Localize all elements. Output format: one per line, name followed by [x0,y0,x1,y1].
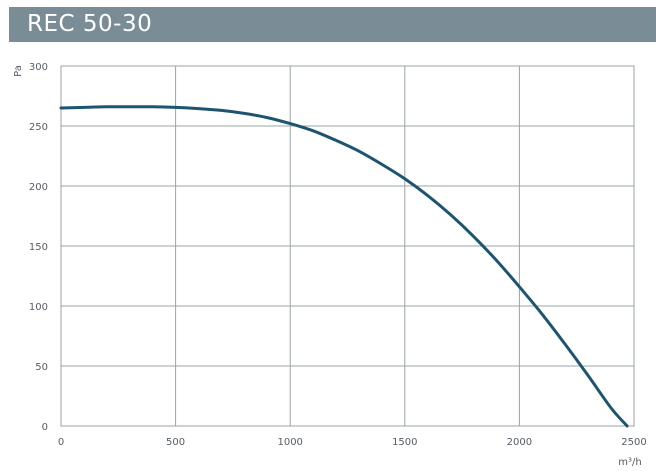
x-axis-label: m³/h [618,457,641,468]
x-tick-label: 2500 [621,437,646,448]
x-tick-label: 1000 [277,437,302,448]
chart-series [59,105,629,428]
y-tick-label: 50 [35,362,48,373]
title-bar: REC 50-30 [9,7,656,42]
x-tick-labels: 0 500 1000 1500 2000 2500 [58,437,647,448]
fan-curve-line [59,105,629,428]
y-tick-label: 100 [29,302,48,313]
y-axis-label: Pa [13,65,24,77]
y-tick-label: 250 [29,122,48,133]
y-tick-labels: 0 50 100 150 200 250 300 [29,62,48,433]
chart-grid [60,65,635,427]
x-tick-label: 0 [58,437,64,448]
y-tick-label: 0 [42,422,48,433]
y-tick-label: 200 [29,182,48,193]
x-tick-label: 2000 [507,437,532,448]
x-tick-label: 500 [166,437,185,448]
y-tick-label: 150 [29,242,48,253]
chart-title: REC 50-30 [27,11,153,37]
x-tick-label: 1500 [392,437,417,448]
y-tick-label: 300 [29,62,48,73]
